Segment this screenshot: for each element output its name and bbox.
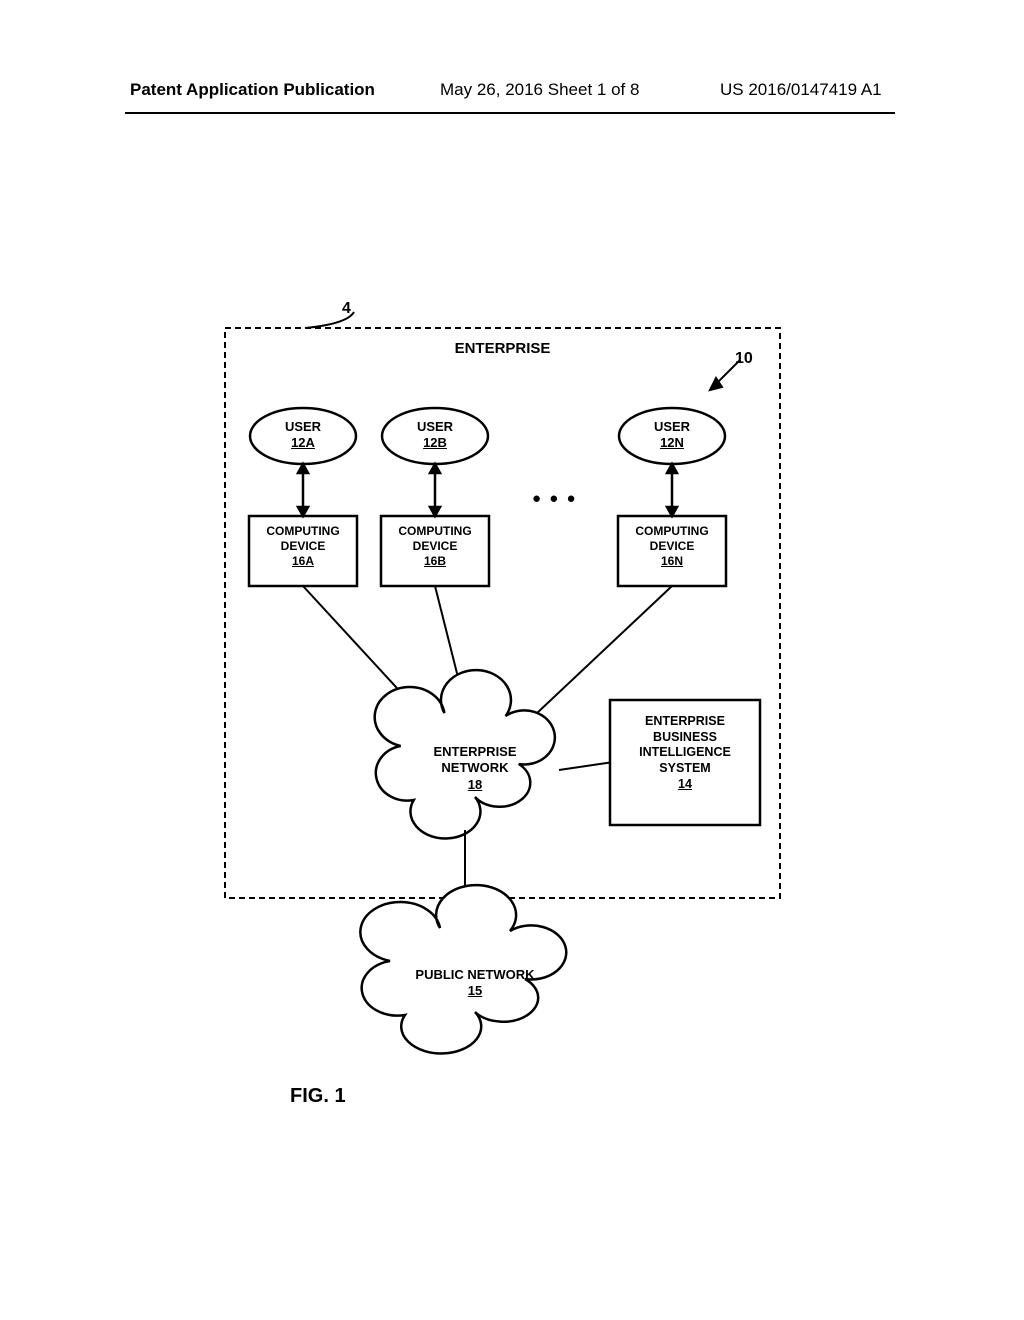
- diagram-svg: [0, 0, 1024, 1320]
- user-label-a: USER 12A: [263, 419, 343, 452]
- diagram: ENTERPRISE 4 10 USER 12A USER 12B USER 1…: [0, 0, 1024, 1320]
- device-label-n: COMPUTING DEVICE 16N: [618, 524, 726, 569]
- device-label-b: COMPUTING DEVICE 16B: [381, 524, 489, 569]
- enet-l2: NETWORK: [441, 760, 508, 775]
- pnet-l1: PUBLIC NETWORK: [415, 967, 534, 982]
- user-text-b-word: USER: [417, 419, 453, 434]
- user-text-n-ref: 12N: [660, 435, 684, 450]
- device-n-l1: COMPUTING: [635, 524, 708, 538]
- device-n-ref: 16N: [661, 554, 683, 568]
- label-10: 10: [735, 350, 753, 368]
- label-4: 4: [342, 300, 351, 318]
- device-b-ref: 16B: [424, 554, 446, 568]
- enterprise-title: ENTERPRISE: [448, 340, 558, 359]
- device-a-l1: COMPUTING: [266, 524, 339, 538]
- bi-system-label: ENTERPRISE BUSINESS INTELLIGENCE SYSTEM …: [610, 714, 760, 792]
- user-label-b: USER 12B: [395, 419, 475, 452]
- user-text-b-ref: 12B: [423, 435, 447, 450]
- bi-l3: INTELLIGENCE: [639, 745, 731, 759]
- device-n-l2: DEVICE: [650, 539, 695, 553]
- ellipsis: ● ● ●: [532, 490, 578, 509]
- public-network-label: PUBLIC NETWORK 15: [395, 967, 555, 1000]
- bi-l4: SYSTEM: [659, 761, 710, 775]
- user-text-a-word: USER: [285, 419, 321, 434]
- device-b-l2: DEVICE: [413, 539, 458, 553]
- user-text-a-ref: 12A: [291, 435, 315, 450]
- device-label-a: COMPUTING DEVICE 16A: [249, 524, 357, 569]
- bi-ref: 14: [678, 777, 692, 791]
- figure-label: FIG. 1: [290, 1085, 346, 1108]
- bi-l2: BUSINESS: [653, 730, 717, 744]
- line-cloud-bi: [559, 763, 610, 771]
- device-a-ref: 16A: [292, 554, 314, 568]
- user-text-n-word: USER: [654, 419, 690, 434]
- bi-l1: ENTERPRISE: [645, 714, 725, 728]
- enet-l1: ENTERPRISE: [433, 744, 516, 759]
- device-a-l2: DEVICE: [281, 539, 326, 553]
- user-label-n: USER 12N: [632, 419, 712, 452]
- enet-ref: 18: [468, 777, 482, 792]
- enterprise-network-label: ENTERPRISE NETWORK 18: [415, 744, 535, 793]
- page: Patent Application Publication May 26, 2…: [0, 0, 1024, 1320]
- arrow-group: [298, 464, 677, 516]
- pnet-ref: 15: [468, 983, 482, 998]
- device-b-l1: COMPUTING: [398, 524, 471, 538]
